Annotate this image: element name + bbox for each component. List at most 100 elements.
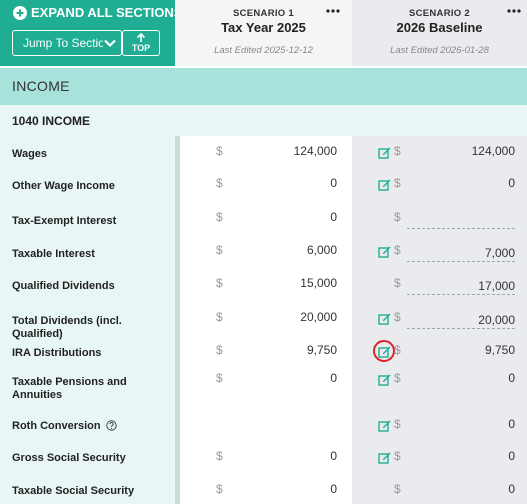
edit-icon[interactable]	[378, 245, 391, 258]
edit-icon[interactable]	[378, 312, 391, 325]
scenario-2-input[interactable]: 20,000	[407, 311, 515, 329]
scenario-2-value: 0	[508, 482, 515, 496]
scenario-2-value: 0	[508, 371, 515, 385]
currency-symbol: $	[216, 449, 223, 463]
expand-all-button[interactable]: EXPAND ALL SECTIONS	[13, 5, 182, 20]
subsection-title: 1040 INCOME	[12, 114, 91, 128]
currency-symbol: $	[394, 243, 401, 257]
table-row: Taxable Pensions and Annuities $0 $0	[0, 366, 527, 408]
scenario-2-input[interactable]: 17,000	[407, 277, 515, 295]
edit-icon[interactable]	[378, 373, 391, 386]
scenario-2-value: 124,000	[471, 144, 515, 158]
scenario-1-value: 6,000	[306, 243, 337, 257]
row-label: Wages	[12, 148, 152, 161]
currency-symbol: $	[394, 343, 401, 357]
jump-to-section-select[interactable]: Jump To Section	[12, 30, 122, 56]
edit-icon[interactable]	[378, 178, 391, 191]
expand-all-label: EXPAND ALL SECTIONS	[31, 5, 183, 20]
jump-to-section-label: Jump To Section	[23, 36, 103, 50]
table-row: Wages $124,000 $124,000	[0, 136, 527, 169]
row-label-text: Gross Social Security	[12, 452, 126, 464]
currency-symbol: $	[394, 276, 401, 290]
scenario-2-value: 0	[508, 176, 515, 190]
arrow-up-icon	[136, 33, 146, 42]
row-label-text: Taxable Pensions and Annuities	[12, 376, 127, 401]
table-row: Taxable Interest $6,000 $7,000	[0, 236, 527, 269]
scenario-2-input[interactable]	[407, 211, 515, 229]
scenario-2-header: SCENARIO 2 2026 Baseline Last Edited 202…	[352, 0, 527, 66]
row-label: Taxable Interest	[12, 248, 152, 261]
scenario-2-input[interactable]: 7,000	[407, 244, 515, 262]
currency-symbol: $	[394, 371, 401, 385]
header: EXPAND ALL SECTIONS Jump To Section TOP …	[0, 0, 527, 66]
scenario-number: SCENARIO 2	[408, 8, 471, 19]
top-button[interactable]: TOP	[122, 30, 160, 56]
scenario-number: SCENARIO 1	[232, 8, 295, 19]
scenario-1-value: 0	[330, 176, 337, 190]
chevron-down-icon	[104, 39, 116, 48]
table-row: Other Wage Income $0 $0	[0, 170, 527, 203]
row-label-text: Roth Conversion	[12, 420, 101, 432]
row-label: Total Dividends (incl. Qualified)	[12, 315, 152, 341]
currency-symbol: $	[394, 449, 401, 463]
currency-symbol: $	[216, 144, 223, 158]
scenario-1-value: 9,750	[306, 343, 337, 357]
scenario-2-value: 9,750	[484, 343, 515, 357]
more-options-icon[interactable]	[326, 8, 340, 14]
currency-symbol: $	[394, 144, 401, 158]
row-label: Gross Social Security	[12, 452, 152, 465]
row-label: Qualified Dividends	[12, 280, 152, 293]
currency-symbol: $	[394, 482, 401, 496]
more-options-icon[interactable]	[507, 8, 521, 14]
scenario-1-value: 20,000	[300, 310, 337, 324]
currency-symbol: $	[394, 417, 401, 431]
currency-symbol: $	[216, 243, 223, 257]
edit-icon[interactable]	[378, 146, 391, 159]
currency-symbol: $	[394, 210, 401, 224]
scenario-2-column	[352, 136, 527, 504]
scenario-title: Tax Year 2025	[221, 20, 306, 35]
row-label: Other Wage Income	[12, 180, 152, 193]
column-divider	[175, 136, 180, 504]
subsection-1040-income[interactable]: 1040 INCOME	[0, 105, 527, 136]
section-title: INCOME	[12, 78, 70, 94]
row-label-text: Taxable Interest	[12, 248, 95, 260]
table-row: Taxable Social Security $0 $0	[0, 474, 527, 504]
row-label-text: Tax-Exempt Interest	[12, 215, 117, 227]
label-column	[0, 136, 175, 504]
row-label: Taxable Pensions and Annuities	[12, 376, 152, 402]
edit-icon[interactable]	[378, 451, 391, 464]
row-label: Taxable Social Security	[12, 485, 152, 498]
scenario-1-value: 0	[330, 482, 337, 496]
currency-symbol: $	[216, 310, 223, 324]
currency-symbol: $	[216, 343, 223, 357]
help-icon[interactable]	[105, 420, 117, 431]
row-label: IRA Distributions	[12, 347, 152, 360]
row-label-text: Taxable Social Security	[12, 485, 135, 497]
row-label: Roth Conversion	[12, 420, 152, 433]
row-label-text: IRA Distributions	[12, 347, 102, 359]
scenario-1-column	[175, 136, 352, 504]
scenario-1-value: 0	[330, 371, 337, 385]
currency-symbol: $	[216, 482, 223, 496]
row-label-text: Qualified Dividends	[12, 280, 115, 292]
row-label: Tax-Exempt Interest	[12, 215, 152, 228]
table-row: Roth Conversion $0	[0, 408, 527, 441]
section-income[interactable]: INCOME	[0, 68, 527, 105]
currency-symbol: $	[394, 310, 401, 324]
top-label: TOP	[131, 43, 151, 53]
table-row: IRA Distributions $9,750 $9,750	[0, 336, 527, 366]
currency-symbol: $	[216, 176, 223, 190]
scenario-1-header: SCENARIO 1 Tax Year 2025 Last Edited 202…	[175, 0, 352, 66]
edit-icon[interactable]	[378, 419, 391, 432]
currency-symbol: $	[216, 276, 223, 290]
plus-circle-icon	[13, 5, 27, 20]
row-label-text: Other Wage Income	[12, 180, 115, 192]
table-row: Total Dividends (incl. Qualified) $20,000…	[0, 303, 527, 340]
scenario-1-value: 15,000	[300, 276, 337, 290]
highlight-circle	[373, 340, 395, 362]
scenario-2-value: 0	[508, 449, 515, 463]
row-label-text: Wages	[12, 148, 48, 160]
last-edited: Last Edited 2026-01-28	[390, 45, 489, 56]
scenario-1-value: 0	[330, 210, 337, 224]
